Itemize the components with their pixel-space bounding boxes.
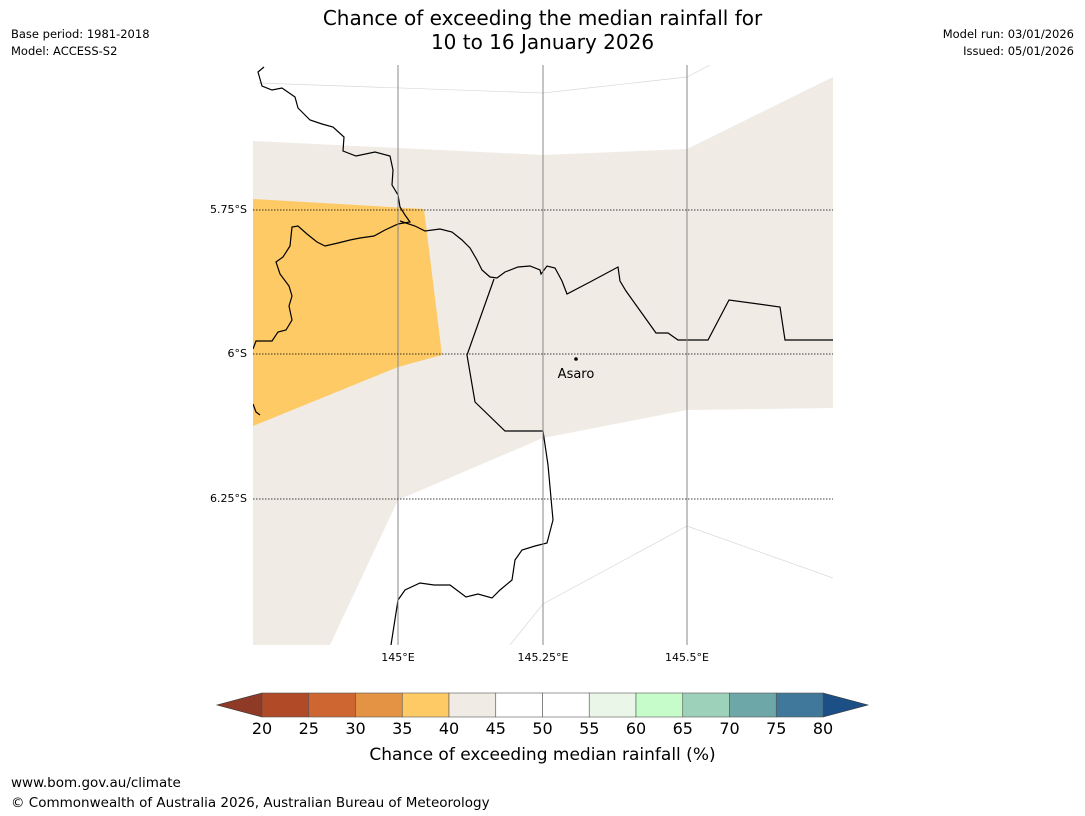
colorbar-segment (355, 692, 403, 718)
colorbar-label: Chance of exceeding median rainfall (%) (369, 745, 716, 765)
colorbar-over-arrow (822, 692, 870, 718)
colorbar-tick-label: 75 (766, 719, 786, 738)
region-35-40 (253, 199, 442, 426)
colorbar-tick-label: 35 (392, 719, 412, 738)
colorbar-tick-label: 65 (673, 719, 693, 738)
colorbar-tick-label: 25 (299, 719, 319, 738)
title-line-1: Chance of exceeding the median rainfall … (322, 6, 763, 30)
colorbar-under-arrow (215, 692, 263, 718)
colorbar-tick-label: 60 (626, 719, 646, 738)
base-period: Base period: 1981-2018 (11, 27, 150, 41)
lon-label: 145°E (381, 651, 414, 664)
colorbar-segment (542, 692, 590, 718)
model-run: Model run: 03/01/2026 (942, 27, 1074, 41)
colorbar-segment (308, 692, 356, 718)
metadata-left: Base period: 1981-2018 Model: ACCESS-S2 (11, 26, 150, 60)
colorbar-segment (635, 692, 684, 718)
asaro-marker (574, 357, 578, 361)
lon-label: 145.25°E (518, 651, 569, 664)
colorbar-tick-label: 55 (579, 719, 599, 738)
lon-label: 145.5°E (665, 651, 709, 664)
colorbar-tick-label: 30 (345, 719, 365, 738)
footer-url: www.bom.gov.au/climate (11, 775, 181, 791)
lat-label: 6.25°S (210, 492, 247, 505)
chart-title: Chance of exceeding the median rainfall … (0, 6, 1085, 54)
asaro-label: Asaro (558, 367, 595, 382)
model-name: Model: ACCESS-S2 (11, 44, 118, 58)
colorbar-tick-label: 45 (486, 719, 506, 738)
colorbar-tick-label: 80 (813, 719, 833, 738)
colorbar-tick-label: 50 (532, 719, 552, 738)
district-border (390, 278, 554, 645)
lat-label: 5.75°S (210, 203, 247, 216)
province-border (399, 220, 833, 341)
colorbar-segment (261, 692, 310, 718)
coastline (253, 66, 412, 350)
colorbar-segment (588, 692, 637, 718)
colorbar-tick-label: 70 (719, 719, 739, 738)
colorbar-tick-label: 20 (252, 719, 272, 738)
colorbar-segment (682, 692, 730, 718)
colorbar-tick-label: 40 (439, 719, 459, 738)
colorbar: 20 25 30 35 40 45 50 55 60 65 70 75 80 (215, 692, 870, 738)
issued-date: Issued: 05/01/2026 (963, 44, 1074, 58)
metadata-right: Model run: 03/01/2026 Issued: 05/01/2026 (943, 26, 1074, 60)
colorbar-segment (729, 692, 777, 718)
footer-copyright: © Commonwealth of Australia 2026, Austra… (11, 795, 490, 811)
colorbar-segment (448, 692, 497, 718)
colorbar-segment (401, 692, 450, 718)
colorbar-segment (775, 692, 824, 718)
title-line-2: 10 to 16 January 2026 (430, 30, 655, 54)
colorbar-segment (495, 692, 543, 718)
lat-label: 6°S (228, 347, 247, 360)
